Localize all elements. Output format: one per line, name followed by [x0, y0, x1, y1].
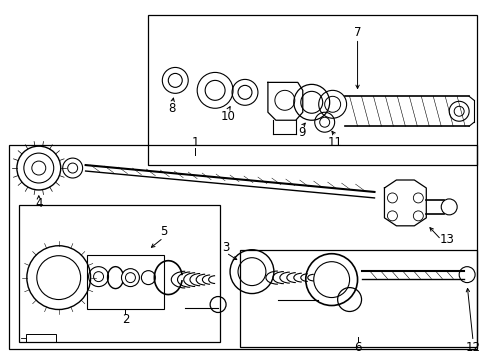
Text: 13: 13 — [439, 233, 454, 246]
Text: 12: 12 — [465, 341, 480, 354]
Bar — [240, 250, 476, 347]
Text: 4: 4 — [35, 197, 42, 210]
Text: 2: 2 — [122, 313, 129, 326]
Text: 10: 10 — [220, 110, 235, 123]
Bar — [9, 145, 476, 349]
Text: 6: 6 — [353, 341, 361, 354]
Text: 3: 3 — [222, 241, 229, 254]
Bar — [19, 205, 220, 342]
Text: 5: 5 — [159, 225, 167, 238]
Bar — [26, 334, 56, 342]
Text: 8: 8 — [168, 102, 176, 115]
Text: 1: 1 — [191, 136, 199, 149]
Text: 9: 9 — [297, 126, 305, 139]
Bar — [86, 255, 164, 310]
Text: 7: 7 — [353, 26, 361, 39]
Text: 11: 11 — [327, 136, 343, 149]
